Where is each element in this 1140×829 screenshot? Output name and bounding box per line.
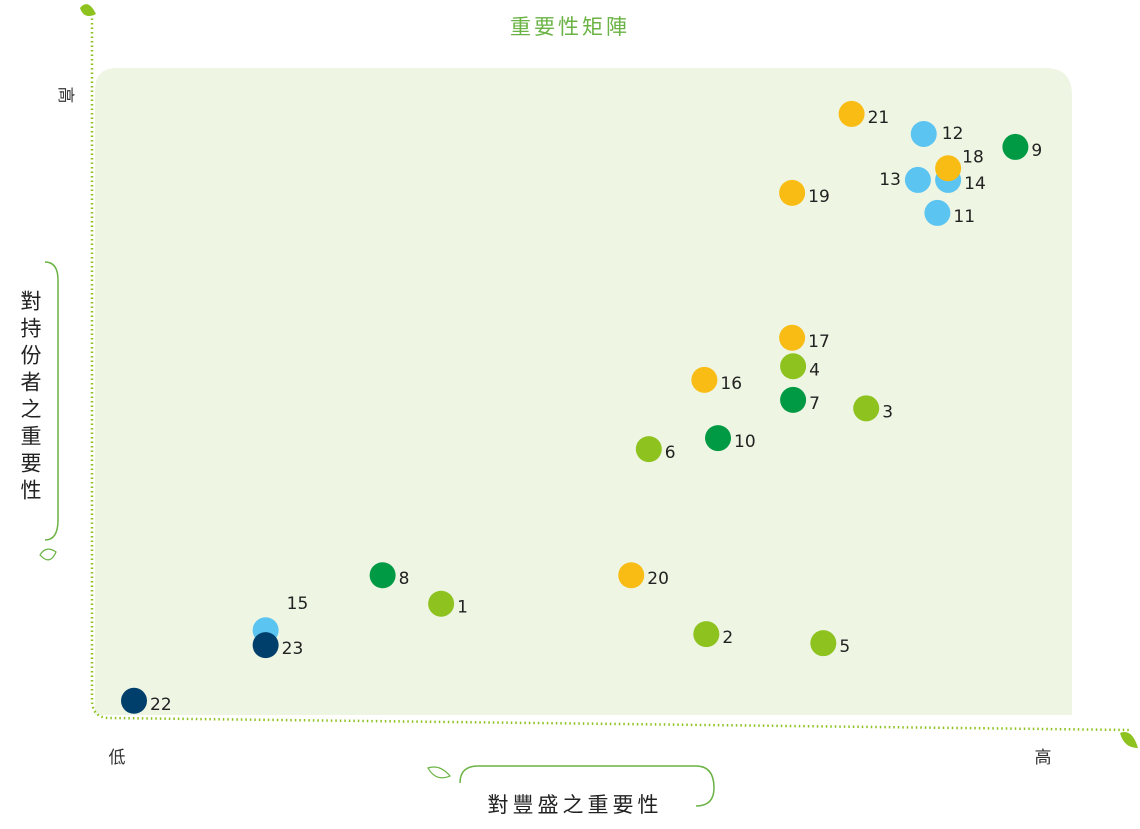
point [636,436,662,462]
leaf-icon [1120,732,1138,748]
y-axis-label: 對持份者之重要性 [18,290,42,506]
point [810,630,836,656]
point [705,425,731,451]
point [253,632,279,658]
y-high-label: 高 [55,87,75,104]
x-high-label: 高 [1035,748,1052,768]
point-label: 9 [1031,141,1042,161]
bracket [45,262,58,540]
point [121,688,147,714]
point-label: 3 [882,402,893,422]
leaf-icon [80,4,96,16]
point-label: 19 [808,187,830,207]
point-label: 5 [839,637,850,657]
point-label: 2 [722,628,733,648]
point-label: 20 [647,569,669,589]
x-low-label: 低 [109,748,126,768]
point [370,562,396,588]
point-label: 17 [808,332,830,352]
point [693,621,719,647]
point-label: 16 [720,374,742,394]
chart: 重要性矩陣 對豐盛之重要性 對持份者之重要性 低 高 高 21129141813… [0,0,1140,829]
point [935,155,961,181]
point [779,325,805,351]
point-label: 18 [962,147,984,167]
point [839,101,865,127]
point-label: 7 [809,394,820,414]
point [691,367,717,393]
point [780,353,806,379]
leaf-icon [40,549,56,560]
point-label: 21 [868,108,890,128]
point-label: 23 [282,639,304,659]
point-label: 13 [879,170,901,190]
point-label: 1 [457,598,468,618]
point-label: 8 [399,569,410,589]
point [853,395,879,421]
point [428,591,454,617]
point [779,180,805,206]
point [1002,134,1028,160]
point-label: 6 [665,443,676,463]
x-axis-label: 對豐盛之重要性 [488,793,663,817]
point-label: 14 [964,174,986,194]
leaf-icon [428,767,450,778]
point [905,167,931,193]
point-label: 12 [942,124,964,144]
point [924,200,950,226]
point-label: 11 [953,207,975,227]
point-label: 22 [150,695,172,715]
point-label: 4 [809,360,820,380]
plot-panel [95,68,1072,715]
point [780,387,806,413]
point-label: 10 [734,432,756,452]
chart-title: 重要性矩陣 [510,15,630,39]
point-label: 15 [287,594,309,614]
point [618,562,644,588]
point [911,121,937,147]
